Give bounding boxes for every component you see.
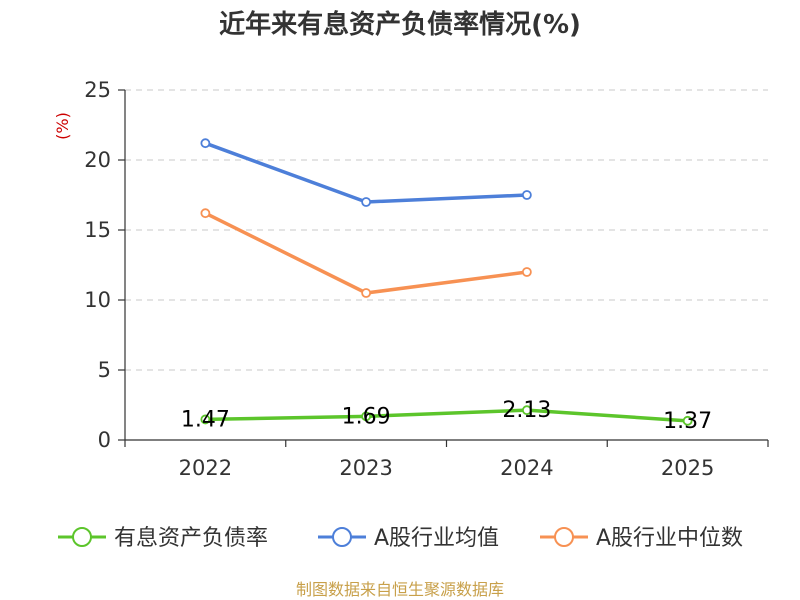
data-labels: 1.47 1.69 2.13 1.37 bbox=[181, 398, 712, 434]
legend-marker-1 bbox=[332, 527, 352, 547]
data-source-note: 制图数据来自恒生聚源数据库 bbox=[296, 580, 504, 599]
point-1-2023[interactable] bbox=[361, 197, 372, 207]
y-tick-label-25: 25 bbox=[84, 78, 111, 102]
x-tick-label-2025: 2025 bbox=[661, 456, 714, 480]
point-0-2023[interactable] bbox=[361, 411, 372, 422]
y-tick-label-5: 5 bbox=[98, 358, 111, 382]
y-tick-label-20: 20 bbox=[84, 148, 111, 172]
data-label-0-2025: 1.37 bbox=[663, 409, 712, 434]
point-0-2025[interactable] bbox=[682, 415, 693, 426]
legend-marker-0 bbox=[72, 527, 92, 547]
point-2-2022[interactable] bbox=[200, 208, 211, 219]
point-2-2023[interactable] bbox=[361, 288, 372, 298]
chart-title: 近年来有息资产负债率情况(%) bbox=[219, 9, 581, 40]
y-tick-label-10: 10 bbox=[84, 288, 111, 312]
legend-item-0[interactable]: 有息资产负债率 bbox=[58, 526, 268, 551]
series-line-1 bbox=[204, 141, 527, 204]
point-0-2024[interactable] bbox=[521, 405, 532, 416]
x-tick-label-2023: 2023 bbox=[339, 456, 392, 480]
y-tick-label-0: 0 bbox=[98, 428, 111, 452]
legend-label-2: A股行业中位数 bbox=[596, 526, 743, 551]
data-label-0-2022: 1.47 bbox=[181, 407, 230, 432]
y-tick-label-15: 15 bbox=[84, 218, 111, 242]
series-lines bbox=[200, 138, 693, 426]
grid-lines bbox=[125, 89, 768, 371]
point-1-2024[interactable] bbox=[521, 190, 532, 200]
data-label-0-2023: 1.69 bbox=[342, 404, 391, 429]
data-label-0-2024: 2.13 bbox=[502, 398, 551, 423]
point-1-2022[interactable] bbox=[200, 138, 211, 149]
x-tick-label-2022: 2022 bbox=[179, 456, 232, 480]
legend-item-2[interactable]: A股行业中位数 bbox=[540, 526, 743, 551]
y-axis-unit: (%) bbox=[53, 112, 72, 140]
series-line-0 bbox=[205, 408, 688, 423]
legend-marker-2 bbox=[554, 527, 574, 547]
legend-label-1: A股行业均值 bbox=[374, 526, 499, 551]
legend[interactable]: 有息资产负债率 A股行业均值 A股行业中位数 bbox=[58, 526, 743, 551]
point-2-2024[interactable] bbox=[521, 267, 532, 277]
legend-item-1[interactable]: A股行业均值 bbox=[318, 526, 499, 551]
point-0-2022[interactable] bbox=[200, 414, 211, 425]
legend-label-0: 有息资产负债率 bbox=[114, 526, 268, 551]
x-tick-label-2024: 2024 bbox=[500, 456, 553, 480]
series-line-2 bbox=[204, 211, 528, 295]
